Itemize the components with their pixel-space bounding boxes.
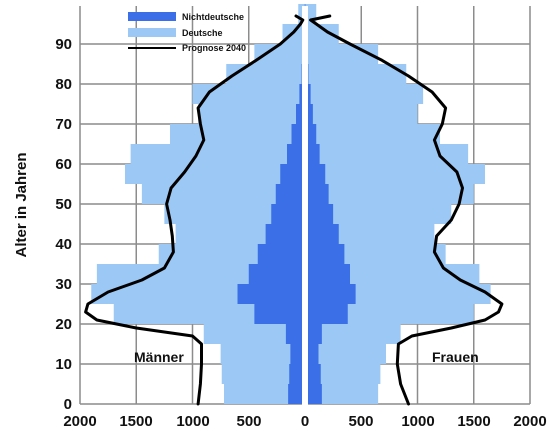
deutsche-female-bar-45 xyxy=(305,204,452,224)
nichtdeutsche-female-bar-30 xyxy=(305,264,350,284)
y-tick-label-20: 20 xyxy=(55,316,72,333)
nichtdeutsche-male-bar-25 xyxy=(237,284,305,304)
nichtdeutsche-female-bar-45 xyxy=(305,204,334,224)
legend-swatch-nichtdeutsche xyxy=(128,12,176,21)
tick-labels: 0 10 20 30 40 50 60 70 80 90 2000 1500 1000 500 0 500 10… xyxy=(55,36,546,430)
nichtdeutsche-female-bar-5 xyxy=(305,364,321,384)
nichtdeutsche-male-bar-20 xyxy=(254,304,305,324)
y-tick-label-0: 0 xyxy=(64,396,72,413)
prognose-line-female xyxy=(309,14,504,406)
legend: Nichtdeutsche Deutsche Prognose 2040 xyxy=(128,12,246,53)
y-axis-title: Alter in Jahren xyxy=(13,152,30,257)
x-tick-label-left-1500: 1500 xyxy=(119,413,152,430)
legend-label-prognose: Prognose 2040 xyxy=(182,43,246,53)
deutsche-male-bar-45 xyxy=(164,204,305,224)
legend-label-deutsche: Deutsche xyxy=(182,28,223,38)
deutsche-male-bar-15 xyxy=(203,324,305,344)
nichtdeutsche-male-bar-0 xyxy=(288,384,305,404)
deutsche-male-bar-70 xyxy=(198,104,305,124)
prognose-line-male xyxy=(84,14,305,406)
deutsche-female-bar-75 xyxy=(305,84,424,104)
deutsche-male-bar-80 xyxy=(226,64,305,84)
nichtdeutsche-female-bar-20 xyxy=(305,304,348,324)
deutsche-female-bar-95 xyxy=(305,4,317,24)
deutsche-female-bar-5 xyxy=(305,364,381,384)
nichtdeutsche-female-bar-50 xyxy=(305,184,329,204)
deutsche-female-bar-60 xyxy=(305,144,469,164)
deutsche-female-bar-65 xyxy=(305,124,440,144)
nichtdeutsche-female-bar-65 xyxy=(305,124,317,144)
nichtdeutsche-female-bar-35 xyxy=(305,244,345,264)
nichtdeutsche-female-bar-60 xyxy=(305,144,320,164)
nichtdeutsche-male-bar-35 xyxy=(257,244,305,264)
deutsche-female-bar-0 xyxy=(305,384,379,404)
y-tick-label-60: 60 xyxy=(55,156,72,173)
nichtdeutsche-male-bar-10 xyxy=(290,344,305,364)
y-tick-label-40: 40 xyxy=(55,236,72,253)
deutsche-male-bar-85 xyxy=(254,44,305,64)
deutsche-female-bar-55 xyxy=(305,164,485,184)
nichtdeutsche-male-bar-60 xyxy=(287,144,305,164)
deutsche-male-bar-0 xyxy=(224,384,305,404)
nichtdeutsche-male-bar-70 xyxy=(296,104,305,124)
x-tick-label-left-1000: 1000 xyxy=(176,413,209,430)
x-tick-label-right-500: 500 xyxy=(348,413,373,430)
nichtdeutsche-male-bar-40 xyxy=(265,224,305,244)
nichtdeutsche-female-bar-55 xyxy=(305,164,326,184)
nichtdeutsche-female-bar-40 xyxy=(305,224,339,244)
nichtdeutsche-female-bar-0 xyxy=(305,384,322,404)
center-divider xyxy=(302,6,308,406)
legend-label-nichtdeutsche: Nichtdeutsche xyxy=(182,12,244,22)
x-tick-label-right-1000: 1000 xyxy=(401,413,434,430)
deutsche-female-bar-10 xyxy=(305,344,386,364)
prognose-lines xyxy=(84,14,504,406)
deutsche-male-bar-60 xyxy=(130,144,305,164)
deutsche-female-bar-80 xyxy=(305,64,407,84)
deutsche-female-bar-70 xyxy=(305,104,418,124)
y-tick-label-50: 50 xyxy=(55,196,72,213)
nichtdeutsche-male-bar-15 xyxy=(285,324,305,344)
deutsche-female-bar-15 xyxy=(305,324,401,344)
x-tick-label-left-2000: 2000 xyxy=(63,413,96,430)
deutsche-female-bar-50 xyxy=(305,184,474,204)
nichtdeutsche-male-bar-5 xyxy=(289,364,305,384)
x-tick-label-left-500: 500 xyxy=(236,413,261,430)
deutsche-male-bar-75 xyxy=(192,84,305,104)
y-tick-label-30: 30 xyxy=(55,276,72,293)
nichtdeutsche-male-bar-55 xyxy=(280,164,305,184)
deutsche-male-bar-5 xyxy=(221,364,305,384)
nichtdeutsche-bars xyxy=(237,4,356,404)
panel-label-frauen: Frauen xyxy=(432,349,479,365)
y-tick-label-10: 10 xyxy=(55,356,72,373)
nichtdeutsche-female-bar-15 xyxy=(305,324,322,344)
panel-label-maenner: Männer xyxy=(134,349,184,365)
y-tick-label-80: 80 xyxy=(55,76,72,93)
legend-swatch-deutsche xyxy=(128,28,176,37)
nichtdeutsche-male-bar-65 xyxy=(291,124,305,144)
x-tick-label-right-1500: 1500 xyxy=(457,413,490,430)
nichtdeutsche-female-bar-10 xyxy=(305,344,319,364)
deutsche-male-bar-65 xyxy=(170,124,305,144)
y-tick-label-70: 70 xyxy=(55,116,72,133)
deutsche-male-bar-95 xyxy=(298,4,305,24)
nichtdeutsche-male-bar-30 xyxy=(248,264,305,284)
nichtdeutsche-female-bar-25 xyxy=(305,284,356,304)
x-tick-label-left-0: 0 xyxy=(301,413,309,430)
nichtdeutsche-male-bar-45 xyxy=(271,204,305,224)
deutsche-male-bar-50 xyxy=(141,184,305,204)
deutsche-male-bar-55 xyxy=(125,164,305,184)
nichtdeutsche-female-bar-70 xyxy=(305,104,313,124)
deutsche-female-bar-90 xyxy=(305,24,339,44)
x-tick-label-right-2000: 2000 xyxy=(513,413,546,430)
y-tick-label-90: 90 xyxy=(55,36,72,53)
nichtdeutsche-male-bar-50 xyxy=(275,184,305,204)
deutsche-male-bar-10 xyxy=(220,344,305,364)
